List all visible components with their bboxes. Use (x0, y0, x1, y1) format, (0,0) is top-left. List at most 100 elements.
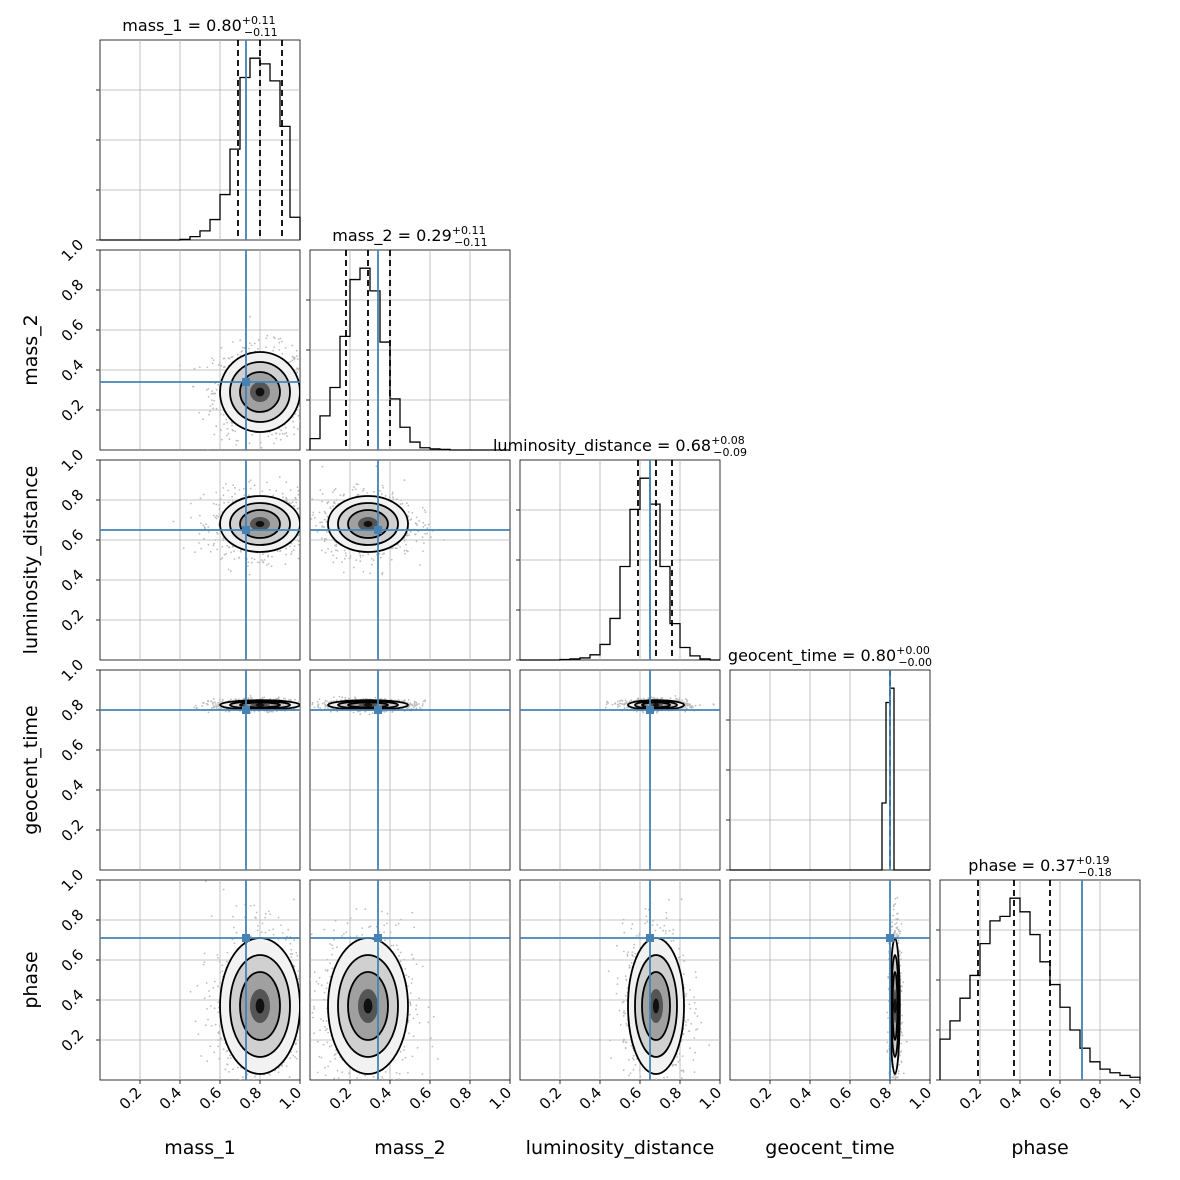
sample-point (308, 504, 310, 506)
sample-point (198, 542, 200, 544)
sample-point (260, 446, 263, 449)
sample-point (323, 518, 326, 521)
sample-point (207, 531, 210, 533)
sample-point (207, 526, 210, 528)
sample-point (342, 494, 345, 497)
sample-point (218, 701, 221, 704)
sample-point (291, 355, 294, 358)
sample-point (310, 518, 313, 520)
sample-point (411, 704, 414, 707)
sample-point (303, 519, 305, 521)
sample-point (299, 407, 300, 409)
sample-point (220, 558, 222, 560)
sample-point (299, 371, 300, 373)
sample-point (208, 413, 210, 416)
sample-point (339, 494, 342, 496)
sample-point (216, 548, 219, 551)
sample-point (329, 710, 332, 713)
sample-point (217, 383, 220, 386)
scatter-panel-mass_1-vs-mass_2 (99, 249, 305, 451)
sample-point (198, 532, 201, 535)
sample-point (302, 522, 304, 524)
sample-point (233, 558, 236, 560)
sample-point (353, 486, 355, 488)
panel-title-phase: phase = 0.37+0.19 −0.18 (968, 854, 1111, 879)
sample-point (207, 395, 210, 398)
sample-point (238, 489, 241, 491)
sample-point (300, 385, 302, 387)
sample-point (218, 698, 221, 701)
sample-point (253, 342, 256, 345)
sample-point (347, 697, 350, 700)
density (310, 670, 510, 870)
sample-point (212, 407, 215, 410)
sample-point (298, 536, 300, 538)
sample-point (344, 552, 347, 554)
sample-point (281, 352, 284, 355)
sample-point (265, 710, 268, 713)
sample-point (275, 489, 278, 492)
sample-point (305, 706, 307, 708)
sample-point (202, 493, 205, 496)
sample-point (306, 706, 308, 708)
sample-point (248, 573, 251, 576)
sample-point (215, 531, 218, 534)
sample-point (203, 537, 205, 540)
sample-point (415, 516, 418, 519)
sample-point (384, 495, 387, 497)
sample-point (199, 497, 202, 500)
sample-point (282, 496, 284, 498)
density-level (363, 520, 373, 528)
sample-point (422, 526, 425, 528)
sample-point (303, 406, 305, 408)
sample-point (201, 704, 204, 707)
contour-line (347, 509, 389, 539)
sample-point (619, 702, 622, 705)
sample-point (278, 341, 281, 344)
sample-point (280, 340, 283, 343)
sample-point (271, 433, 273, 436)
sample-point (296, 428, 299, 430)
sample-point (207, 543, 210, 546)
sample-point (395, 547, 398, 550)
density-level (363, 703, 373, 707)
sample-point (221, 698, 224, 701)
sample-point (381, 493, 383, 495)
sample-point (231, 428, 234, 431)
sample-point (192, 385, 194, 388)
sample-point (220, 364, 223, 367)
sample-point (412, 706, 415, 709)
sample-point (248, 442, 251, 445)
sample-point (333, 489, 336, 492)
sample-point (228, 710, 230, 713)
panel-title-luminosity_distance: luminosity_distance = 0.68+0.08 −0.09 (493, 434, 747, 459)
sample-point (334, 502, 336, 505)
sample-point (258, 561, 261, 564)
sample-point (288, 501, 291, 504)
sample-point (409, 519, 412, 521)
sample-point (243, 347, 246, 349)
density (100, 670, 308, 870)
sample-point (214, 539, 217, 541)
sample-point (212, 359, 215, 362)
sample-point (220, 438, 223, 441)
sample-point (262, 553, 264, 555)
density (100, 460, 310, 660)
sample-point (250, 344, 253, 347)
density-level (255, 520, 265, 528)
sample-point (348, 557, 351, 560)
sample-point (330, 550, 333, 553)
sample-point (219, 413, 222, 415)
sample-point (318, 511, 321, 514)
sample-point (247, 565, 249, 567)
sample-point (289, 360, 292, 363)
sample-point (365, 697, 367, 700)
sample-point (286, 435, 288, 438)
sample-point (405, 534, 408, 537)
sample-point (320, 549, 323, 552)
sample-point (424, 524, 426, 527)
sample-point (321, 702, 324, 705)
sample-point (308, 506, 310, 508)
sample-point (408, 705, 410, 708)
sample-point (249, 487, 252, 490)
